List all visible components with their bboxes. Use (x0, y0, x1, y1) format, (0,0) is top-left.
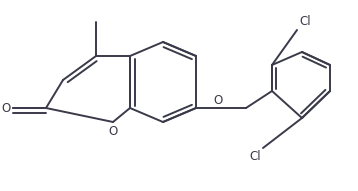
Text: O: O (213, 94, 223, 107)
Text: Cl: Cl (299, 15, 311, 28)
Text: Cl: Cl (250, 150, 261, 163)
Text: O: O (108, 125, 118, 138)
Text: O: O (2, 101, 11, 114)
